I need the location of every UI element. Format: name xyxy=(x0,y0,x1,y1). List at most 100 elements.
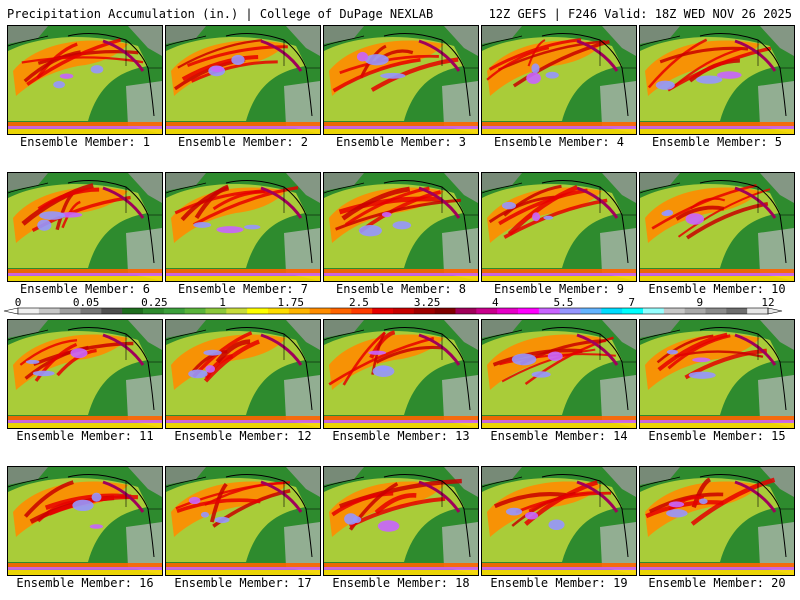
ensemble-member-caption: Ensemble Member: 20 xyxy=(648,576,786,590)
ensemble-member-map xyxy=(323,466,479,576)
precipitation-map xyxy=(640,320,794,428)
ensemble-member-map xyxy=(481,466,637,576)
header-left: Precipitation Accumulation (in.) | Colle… xyxy=(7,7,434,21)
precipitation-map xyxy=(482,467,636,575)
ensemble-member-map xyxy=(165,25,321,135)
ensemble-member-map xyxy=(7,172,163,282)
colorbar-swatch xyxy=(705,308,727,314)
ensemble-member-caption: Ensemble Member: 16 xyxy=(16,576,154,590)
precipitation-map xyxy=(166,467,320,575)
ensemble-member-map xyxy=(323,172,479,282)
colorbar-swatch xyxy=(247,308,269,314)
colorbar-swatch xyxy=(538,308,561,314)
colorbar-swatch xyxy=(601,308,623,314)
colorbar-tick-label: 4 xyxy=(492,296,499,309)
colorbar-swatch xyxy=(226,308,248,314)
colorbar-tick-label: 9 xyxy=(697,296,704,309)
colorbar-swatch xyxy=(580,308,602,314)
colorbar-swatch xyxy=(38,308,61,314)
ensemble-member-caption: Ensemble Member: 14 xyxy=(490,429,628,443)
precipitation-map xyxy=(640,467,794,575)
colorbar-swatch xyxy=(143,308,165,314)
colorbar-swatch xyxy=(476,308,498,314)
colorbar-swatch xyxy=(663,308,686,314)
ensemble-member-caption: Ensemble Member: 10 xyxy=(648,282,786,296)
ensemble-member-caption: Ensemble Member: 17 xyxy=(174,576,312,590)
ensemble-member-map xyxy=(7,319,163,429)
ensemble-member-caption: Ensemble Member: 4 xyxy=(493,135,625,149)
precipitation-map xyxy=(8,320,162,428)
ensemble-member-map xyxy=(639,25,795,135)
ensemble-member-map xyxy=(165,172,321,282)
colorbar-swatch xyxy=(101,308,123,314)
ensemble-member-map xyxy=(481,172,637,282)
colorbar-swatch xyxy=(205,308,227,314)
ensemble-member-caption: Ensemble Member: 12 xyxy=(174,429,312,443)
ensemble-member-caption: Ensemble Member: 2 xyxy=(177,135,309,149)
ensemble-member-caption: Ensemble Member: 13 xyxy=(332,429,470,443)
precipitation-map xyxy=(482,320,636,428)
ensemble-member-map xyxy=(481,25,637,135)
colorbar-swatch xyxy=(288,308,311,314)
colorbar-swatch xyxy=(372,308,394,314)
ensemble-member-map xyxy=(7,466,163,576)
ensemble-member-caption: Ensemble Member: 3 xyxy=(335,135,467,149)
colorbar-swatch xyxy=(455,308,477,314)
colorbar-swatch xyxy=(413,308,436,314)
ensemble-member-caption: Ensemble Member: 8 xyxy=(335,282,467,296)
ensemble-member-caption: Ensemble Member: 11 xyxy=(16,429,154,443)
colorbar-tick-label: 0.25 xyxy=(141,296,168,309)
ensemble-member-caption: Ensemble Member: 19 xyxy=(490,576,628,590)
precipitation-map xyxy=(482,26,636,134)
colorbar-swatch xyxy=(268,308,290,314)
colorbar-swatch xyxy=(559,308,581,314)
colorbar-swatch xyxy=(726,308,748,314)
precipitation-map xyxy=(324,26,478,134)
colorbar-swatch xyxy=(684,308,706,314)
precipitation-map xyxy=(324,173,478,281)
colorbar-tick-label: 3.25 xyxy=(414,296,441,309)
ensemble-member-map xyxy=(639,319,795,429)
precipitation-map xyxy=(482,173,636,281)
colorbar-swatch xyxy=(518,308,540,314)
colorbar-swatch xyxy=(80,308,102,314)
precipitation-map xyxy=(324,467,478,575)
ensemble-member-map xyxy=(323,25,479,135)
ensemble-member-map xyxy=(165,319,321,429)
precipitation-map xyxy=(8,26,162,134)
precipitation-map xyxy=(640,173,794,281)
ensemble-member-map xyxy=(7,25,163,135)
colorbar-tick-label: 1.75 xyxy=(277,296,304,309)
colorbar-tick-label: 0 xyxy=(15,296,22,309)
header-right: 12Z GEFS | F246 Valid: 18Z WED NOV 26 20… xyxy=(488,7,792,21)
colorbar-swatch xyxy=(434,308,456,314)
precipitation-map xyxy=(166,173,320,281)
ensemble-member-caption: Ensemble Member: 1 xyxy=(19,135,151,149)
colorbar-tick-label: 0.05 xyxy=(73,296,100,309)
colorbar-swatch xyxy=(122,308,144,314)
ensemble-member-caption: Ensemble Member: 6 xyxy=(19,282,151,296)
precipitation-map xyxy=(8,467,162,575)
colorbar-swatch xyxy=(622,308,644,314)
colorbar-swatch xyxy=(330,308,352,314)
ensemble-member-caption: Ensemble Member: 18 xyxy=(332,576,470,590)
precipitation-map xyxy=(640,26,794,134)
colorbar: 0 0.05 0.25 1 1.75 2.5 3.25 4 5.5 7 9 12 xyxy=(3,296,783,315)
precipitation-map xyxy=(324,320,478,428)
colorbar-swatch xyxy=(747,308,769,314)
ensemble-member-map xyxy=(639,172,795,282)
colorbar-swatch xyxy=(18,308,40,314)
colorbar-tick-label: 1 xyxy=(219,296,226,309)
ensemble-member-caption: Ensemble Member: 5 xyxy=(651,135,783,149)
ensemble-member-map xyxy=(639,466,795,576)
colorbar-tick-label: 2.5 xyxy=(349,296,369,309)
precipitation-map xyxy=(8,173,162,281)
colorbar-swatch xyxy=(643,308,665,314)
colorbar-swatch xyxy=(163,308,186,314)
colorbar-swatch xyxy=(184,308,206,314)
ensemble-member-caption: Ensemble Member: 9 xyxy=(493,282,625,296)
colorbar-tick-label: 12 xyxy=(761,296,774,309)
precipitation-map xyxy=(166,320,320,428)
colorbar-swatch xyxy=(351,308,373,314)
